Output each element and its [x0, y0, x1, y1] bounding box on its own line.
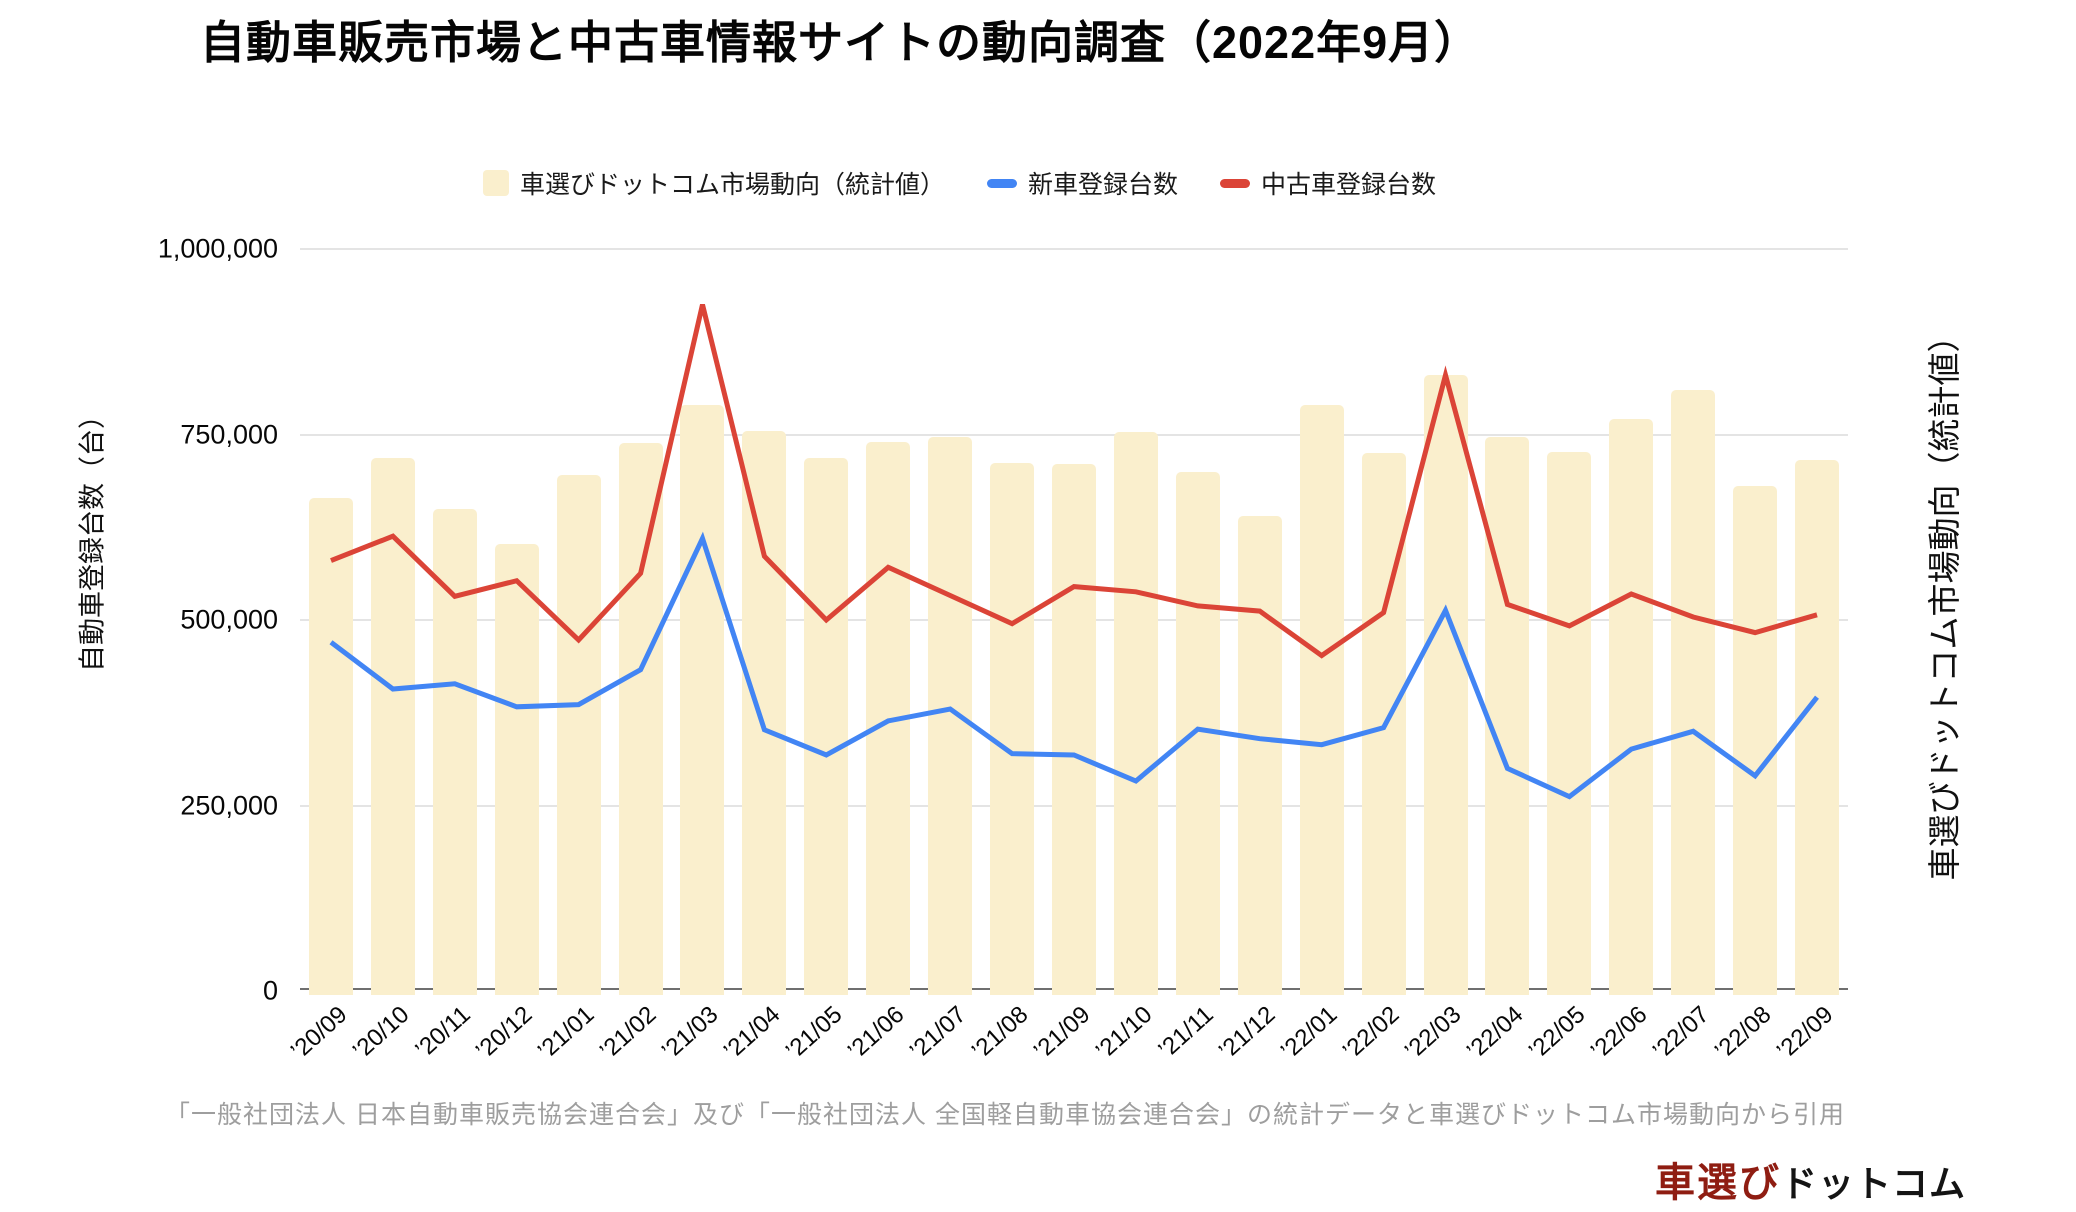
x-axis-tick-label: ’22/02 — [1338, 1001, 1405, 1065]
x-axis-tick-label: ’21/05 — [780, 1001, 848, 1065]
x-axis-tick-label: ’21/12 — [1214, 1001, 1281, 1065]
x-axis-tick-label: ’22/01 — [1276, 1001, 1343, 1065]
left-axis-title: 自動車登録台数（台） — [77, 402, 108, 672]
bar-’21/04 — [742, 430, 787, 995]
bar-’21/10 — [1113, 432, 1158, 995]
x-axis-tick-label: ’21/09 — [1028, 1001, 1096, 1065]
bar-’21/05 — [804, 457, 849, 995]
bar-’20/12 — [494, 543, 539, 995]
x-axis-tick-label: ’21/04 — [718, 1001, 786, 1065]
bar-’21/07 — [928, 436, 973, 995]
x-axis-tick-label: ’22/05 — [1523, 1001, 1591, 1065]
gridline — [300, 248, 1848, 250]
bar-’22/08 — [1733, 486, 1778, 995]
x-axis-tick-label: ’20/11 — [410, 1001, 476, 1064]
bar-’22/03 — [1423, 375, 1468, 995]
y-axis-tick-label: 500,000 — [180, 604, 278, 635]
bar-series — [300, 249, 1848, 995]
gridline — [300, 433, 1848, 436]
line-series-新車登録台数 — [329, 531, 1819, 800]
y-axis-tick-label: 0 — [262, 975, 278, 1006]
plot-area — [300, 248, 1848, 995]
legend-label: 中古車登録台数 — [1261, 171, 1437, 199]
source-note: 「一般社団法人 日本自動車販売協会連合会」及び「一般社団法人 全国軽自動車協会連… — [165, 1101, 1845, 1129]
line-series-中古車登録台数 — [330, 304, 1818, 659]
x-axis-tick-label: ’21/10 — [1090, 1001, 1157, 1065]
x-axis-tick-label: ’21/06 — [842, 1001, 910, 1065]
bar-’22/04 — [1485, 437, 1530, 995]
bar-’21/08 — [990, 462, 1035, 995]
x-axis-tick-label: ’21/11 — [1153, 1001, 1219, 1064]
bar-’20/09 — [308, 497, 353, 995]
x-axis-tick-label: ’22/09 — [1771, 1001, 1839, 1065]
line-series-layer — [329, 304, 1819, 800]
legend-item-2[interactable]: 中古車登録台数 — [1220, 165, 1436, 201]
bar-’22/07 — [1671, 389, 1716, 995]
x-axis-tick-label: ’22/06 — [1585, 1001, 1653, 1065]
bar-’21/03 — [680, 404, 725, 995]
y-axis-tick-label: 750,000 — [180, 419, 278, 449]
brand-logo-primary: 車選び — [1654, 1161, 1781, 1205]
brand-logo: 車選びドットコム — [1655, 1150, 1966, 1208]
bar-’21/01 — [556, 475, 601, 995]
brand-logo-secondary: ドットコム — [1780, 1163, 1966, 1204]
legend-swatch-icon — [483, 170, 509, 196]
legend-label: 新車登録台数 — [1028, 171, 1179, 199]
x-axis-tick-label: ’22/03 — [1399, 1001, 1467, 1065]
x-axis-tick-label: ’21/02 — [594, 1001, 662, 1065]
x-axis-tick-label: ’21/07 — [904, 1001, 972, 1065]
bar-’22/01 — [1299, 404, 1344, 995]
legend-item-1[interactable]: 新車登録台数 — [987, 165, 1178, 201]
x-axis-tick-label: ’22/07 — [1647, 1001, 1715, 1065]
x-axis-tick-label: ’22/08 — [1709, 1001, 1777, 1065]
bar-’21/09 — [1052, 464, 1096, 995]
bar-’21/12 — [1237, 516, 1282, 995]
bar-’22/06 — [1609, 418, 1654, 995]
legend-swatch-icon — [1220, 178, 1251, 188]
bar-’21/02 — [618, 442, 663, 995]
x-axis-tick-label: ’22/04 — [1461, 1001, 1529, 1065]
x-axis-tick-label: ’20/09 — [285, 1001, 353, 1065]
x-axis-tick-label: ’21/08 — [966, 1001, 1034, 1065]
x-axis-tick-label: ’20/12 — [471, 1001, 538, 1065]
bar-’20/11 — [432, 508, 477, 995]
bar-’22/09 — [1795, 460, 1840, 995]
bar-’22/05 — [1547, 451, 1592, 995]
y-axis-tick-label: 250,000 — [180, 790, 278, 820]
x-axis-tick-label: ’21/01 — [533, 1001, 600, 1065]
x-axis-tick-label: ’20/10 — [347, 1001, 414, 1065]
page-title: 自動車販売市場と中古車情報サイトの動向調査（2022年9月） — [200, 17, 1481, 68]
legend-item-0[interactable]: 車選びドットコム市場動向（統計値） — [483, 165, 945, 201]
legend-swatch-icon — [987, 178, 1018, 188]
chart-legend: 車選びドットコム市場動向（統計値） 新車登録台数 中古車登録台数 — [483, 165, 1436, 201]
legend-label: 車選びドットコム市場動向（統計値） — [520, 171, 946, 199]
right-axis-title: 車選びドットコム市場動向（統計値） — [1926, 319, 1963, 881]
y-axis-tick-label: 1,000,000 — [157, 233, 278, 264]
x-axis-tick-label: ’21/03 — [656, 1001, 724, 1065]
